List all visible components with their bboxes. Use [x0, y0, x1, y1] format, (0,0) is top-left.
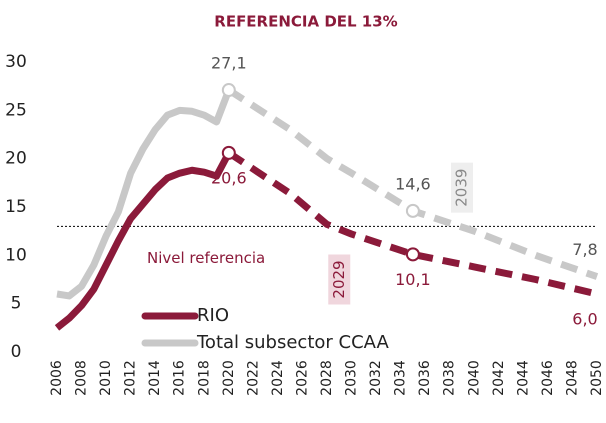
annotation-box [328, 254, 351, 305]
x-tick-label: 2032 [368, 360, 384, 396]
series-line-projection [226, 87, 599, 280]
annotation-box [451, 162, 473, 213]
y-tick-label: 15 [5, 197, 27, 217]
y-tick-label: 25 [5, 100, 27, 120]
data-label: 10,1 [395, 270, 431, 289]
annotation-label: 2029 [330, 260, 348, 298]
point-marker [221, 145, 236, 160]
data-label: 20,6 [211, 168, 247, 187]
x-tick-label: 2038 [442, 360, 458, 396]
x-tick-label: 2028 [319, 360, 335, 396]
data-label: 6,0 [572, 310, 597, 329]
y-tick-label: 0 [11, 342, 22, 362]
series-line [56, 88, 233, 300]
x-tick-label: 2016 [172, 360, 188, 396]
data-label: 27,1 [211, 54, 247, 73]
x-tick-label: 2034 [393, 360, 409, 396]
x-tick-label: 2018 [196, 360, 212, 396]
legend-label: Total subsector CCAA [196, 332, 389, 353]
data-label: 14,6 [395, 174, 431, 193]
x-tick-label: 2026 [294, 360, 310, 396]
x-tick-label: 2022 [245, 360, 261, 396]
x-tick-label: 2050 [589, 360, 605, 396]
chart-title: REFERENCIA DEL 13% [214, 13, 397, 31]
reference-label: Nivel referencia [147, 249, 265, 267]
y-tick-label: 5 [11, 294, 22, 314]
x-tick-label: 2046 [540, 360, 556, 396]
x-tick-label: 2014 [147, 360, 163, 396]
point-marker [405, 247, 420, 262]
x-tick-label: 2030 [344, 360, 360, 396]
y-tick-label: 10 [5, 245, 27, 265]
point-marker [221, 83, 236, 98]
x-tick-label: 2008 [74, 360, 90, 396]
x-tick-label: 2042 [491, 360, 507, 396]
x-tick-label: 2012 [123, 360, 139, 396]
x-tick-label: 2036 [417, 360, 433, 396]
x-tick-label: 2048 [564, 360, 580, 396]
annotation-label: 2039 [453, 169, 471, 207]
y-tick-label: 30 [5, 52, 27, 72]
x-tick-label: 2006 [49, 360, 65, 396]
x-tick-label: 2020 [221, 360, 237, 396]
legend-label: RIO [197, 305, 229, 326]
y-tick-label: 20 [5, 149, 27, 169]
x-tick-label: 2044 [515, 360, 531, 396]
series-line-projection [226, 149, 598, 298]
data-label: 7,8 [572, 240, 597, 259]
series-line [54, 151, 232, 331]
x-tick-label: 2010 [98, 360, 114, 396]
point-marker [405, 203, 420, 218]
x-tick-label: 2024 [270, 360, 286, 396]
x-tick-label: 2040 [466, 360, 482, 396]
